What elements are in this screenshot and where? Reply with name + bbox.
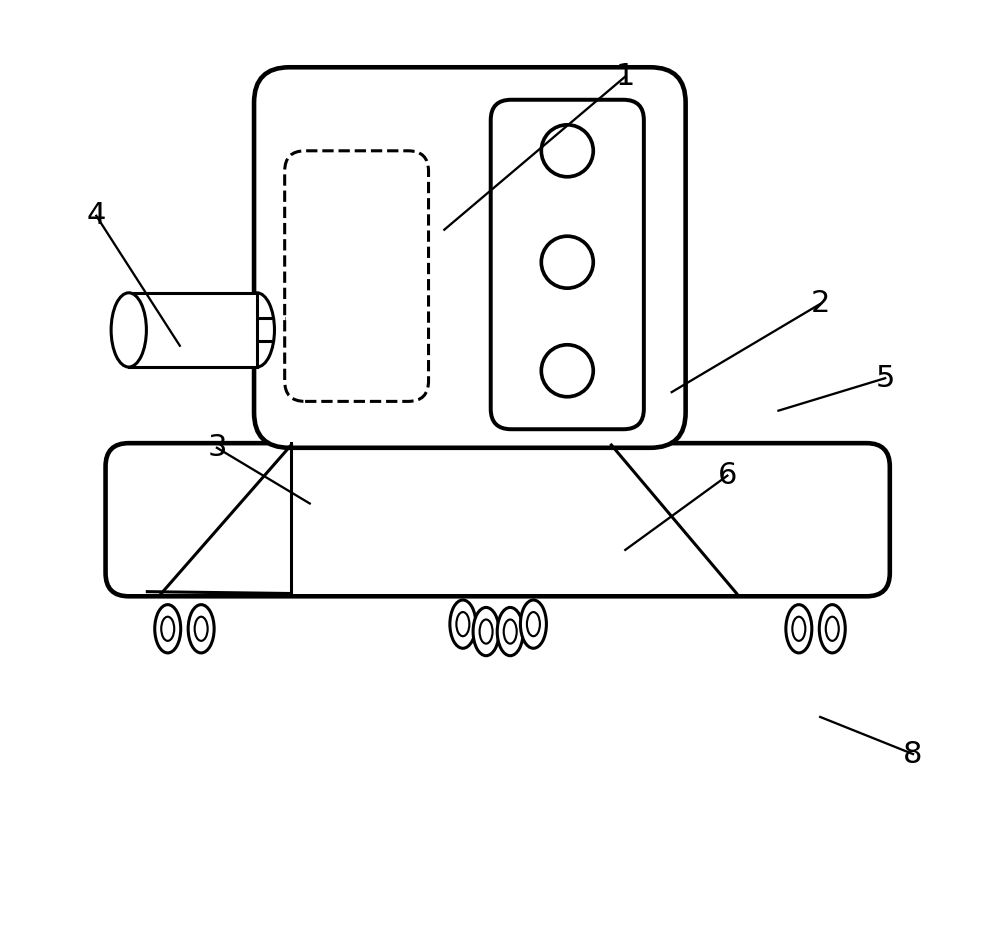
Ellipse shape <box>161 617 174 641</box>
Text: 8: 8 <box>903 739 923 769</box>
Text: 5: 5 <box>875 364 895 393</box>
Ellipse shape <box>819 605 845 653</box>
FancyBboxPatch shape <box>285 151 429 401</box>
Polygon shape <box>129 293 257 367</box>
Ellipse shape <box>155 605 181 653</box>
Ellipse shape <box>450 600 476 648</box>
Ellipse shape <box>111 293 146 367</box>
Ellipse shape <box>195 617 208 641</box>
Ellipse shape <box>497 608 523 656</box>
Ellipse shape <box>480 620 493 643</box>
Ellipse shape <box>504 620 517 643</box>
Text: 4: 4 <box>87 202 106 230</box>
Ellipse shape <box>527 612 540 636</box>
Circle shape <box>541 345 593 397</box>
Circle shape <box>541 124 593 177</box>
Text: 2: 2 <box>811 289 830 318</box>
Ellipse shape <box>792 617 805 641</box>
FancyBboxPatch shape <box>491 100 644 430</box>
Ellipse shape <box>520 600 546 648</box>
Ellipse shape <box>188 605 214 653</box>
Ellipse shape <box>473 608 499 656</box>
Ellipse shape <box>239 293 274 367</box>
Ellipse shape <box>786 605 812 653</box>
Ellipse shape <box>456 612 469 636</box>
FancyBboxPatch shape <box>254 67 686 447</box>
Text: 6: 6 <box>718 462 737 490</box>
FancyBboxPatch shape <box>106 443 890 596</box>
Text: 1: 1 <box>616 62 635 91</box>
Circle shape <box>541 236 593 288</box>
Text: 3: 3 <box>207 433 227 463</box>
Ellipse shape <box>826 617 839 641</box>
